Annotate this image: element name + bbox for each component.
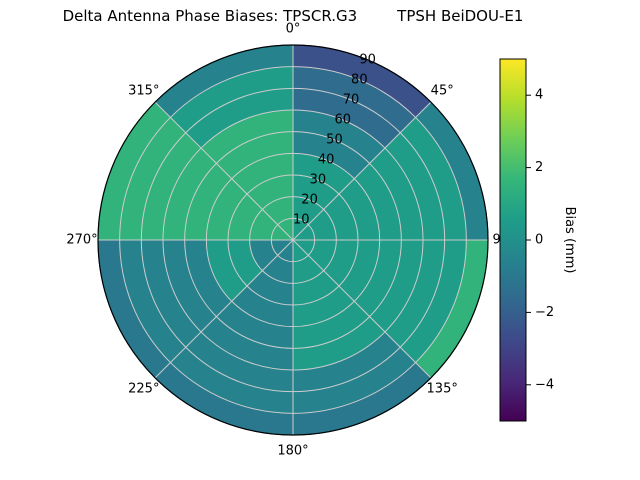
azimuth-label: 0° <box>286 22 301 37</box>
zenith-tick-label: 20 <box>301 192 318 207</box>
azimuth-label: 135° <box>427 382 458 397</box>
chart-title: Delta Antenna Phase Biases: TPSCR.G3 TPS… <box>63 7 524 25</box>
polar-grid-spoke <box>154 101 294 241</box>
azimuth-label: 315° <box>128 83 159 98</box>
colorbar-tick-label: 2 <box>535 160 543 175</box>
polar-grid-spoke <box>292 101 432 241</box>
zenith-tick-label: 70 <box>343 92 360 107</box>
zenith-tick-label: 50 <box>326 132 343 147</box>
zenith-tick-label: 30 <box>310 172 327 187</box>
azimuth-label: 225° <box>128 382 159 397</box>
zenith-tick-label: 60 <box>334 112 351 127</box>
azimuth-label: 180° <box>277 444 308 459</box>
azimuth-label: 45° <box>431 83 454 98</box>
colorbar-tick-label: 4 <box>535 88 543 103</box>
colorbar-tick-label: −2 <box>535 305 554 320</box>
polar-grid-spoke <box>292 239 432 379</box>
azimuth-label: 270° <box>66 233 97 248</box>
chart-title-left: Delta Antenna Phase Biases: TPSCR.G3 <box>62 7 358 25</box>
zenith-tick-label: 40 <box>318 152 335 167</box>
colorbar <box>499 58 527 422</box>
polar-grid-spoke <box>154 239 294 379</box>
colorbar-axis-label: Bias (mm) <box>562 206 577 274</box>
chart-title-right: TPSH BeiDOU-E1 <box>397 7 524 25</box>
zenith-tick-label: 90 <box>359 52 376 67</box>
colorbar-tick-label: 0 <box>535 233 543 248</box>
zenith-tick-label: 10 <box>293 212 310 227</box>
polar-outline <box>97 44 489 436</box>
zenith-tick-label: 80 <box>351 72 368 87</box>
colorbar-tick-label: −4 <box>535 377 554 392</box>
